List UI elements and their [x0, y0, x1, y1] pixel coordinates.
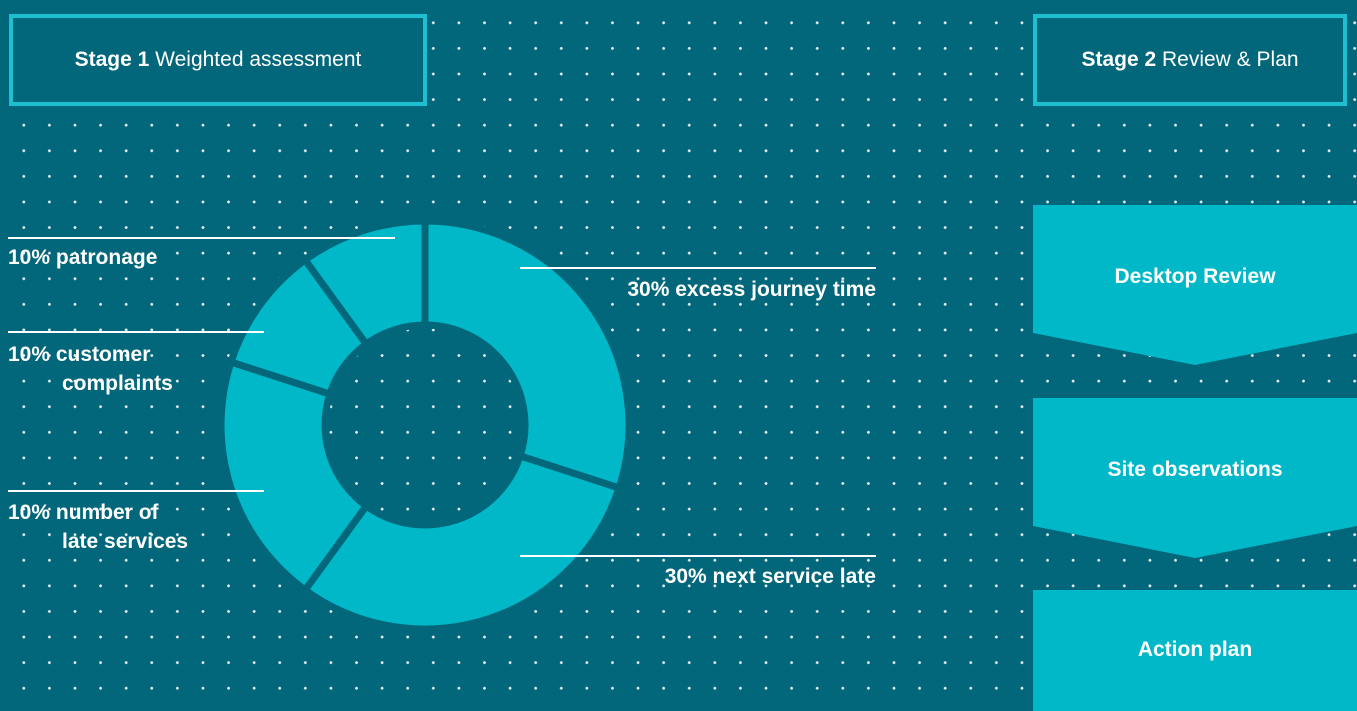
label-number-of-late-services-line-1: 10% number of — [8, 501, 159, 524]
label-leader-lines — [8, 237, 876, 557]
stage-1-number: Stage 1 — [74, 48, 150, 71]
donut-segments — [217, 217, 633, 633]
label-patronage: 10% patronage — [8, 246, 158, 269]
segment-number-of-late-services — [217, 357, 372, 595]
stage-2-number: Stage 2 — [1081, 48, 1157, 71]
stage-2-title: Review & Plan — [1161, 48, 1299, 71]
stage-1-title: Weighted assessment — [155, 48, 362, 71]
label-customer-complaints: 10% customer complaints — [8, 340, 173, 398]
segment-next-service-late — [300, 451, 624, 633]
step-desktop-review: Desktop Review — [1033, 205, 1357, 365]
label-next-service-late: 30% next service late — [664, 565, 876, 588]
label-number-of-late-services-line-2: late services — [62, 530, 189, 553]
segment-patronage — [300, 217, 429, 349]
stage-1-box: Stage 1 Weighted assessment — [9, 14, 427, 106]
label-customer-complaints-line-2: complaints — [62, 372, 173, 395]
step-site-observations-label: Site observations — [1107, 458, 1283, 481]
step-action-plan: Action plan — [1033, 590, 1357, 711]
label-customer-complaints-line-1: 10% customer — [8, 343, 151, 366]
step-action-plan-label: Action plan — [1137, 638, 1253, 661]
step-site-observations: Site observations — [1033, 398, 1357, 558]
step-desktop-review-label: Desktop Review — [1114, 265, 1276, 288]
stage-2-box: Stage 2 Review & Plan — [1033, 14, 1347, 106]
label-excess-journey-time: 30% excess journey time — [627, 278, 876, 301]
segment-excess-journey-time — [421, 217, 633, 493]
label-number-of-late-services: 10% number of late services — [8, 498, 188, 556]
